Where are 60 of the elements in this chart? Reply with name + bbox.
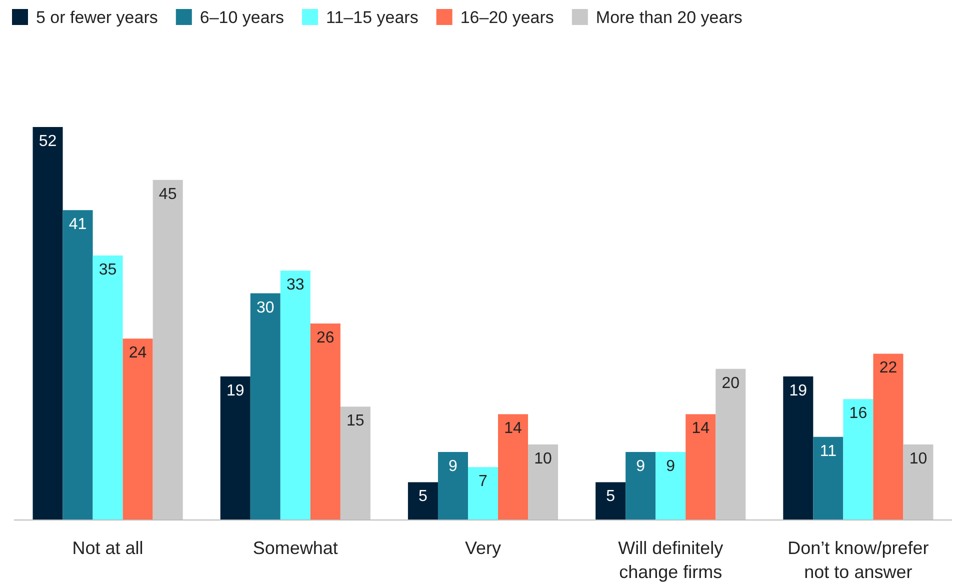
bar [626, 452, 656, 520]
data-label: 10 [909, 450, 928, 468]
x-tick-label: Don’t know/prefer not to answer [788, 538, 929, 582]
data-label: 24 [128, 344, 147, 362]
bar [498, 414, 528, 520]
bar [122, 338, 153, 520]
x-tick-label: Will definitely change firms [618, 538, 724, 582]
legend-label: 6–10 years [200, 8, 284, 27]
x-tick-label: Very [464, 538, 502, 558]
legend-label: 16–20 years [460, 8, 554, 27]
data-label: 19 [789, 382, 808, 400]
data-label: 14 [504, 420, 522, 438]
data-label: 10 [534, 450, 552, 468]
legend-label: 11–15 years [326, 8, 418, 27]
x-tick-label: Not at all [72, 538, 144, 558]
bar [438, 452, 468, 520]
legend-label: More than 20 years [596, 8, 742, 27]
data-label: 35 [98, 261, 117, 278]
bar [686, 414, 716, 520]
bar [32, 127, 63, 520]
bar [813, 436, 844, 520]
bar [528, 444, 558, 520]
data-label: 9 [448, 458, 458, 475]
data-label: 52 [38, 133, 57, 150]
bar [843, 399, 874, 520]
data-label: 33 [286, 276, 304, 294]
bar [280, 270, 310, 520]
bar [62, 210, 93, 520]
data-label: 15 [346, 412, 364, 430]
bar [408, 482, 438, 520]
data-label: 9 [666, 458, 676, 475]
bar [656, 452, 686, 520]
bar [468, 467, 498, 520]
legend-label: 5 or fewer years [36, 8, 158, 27]
data-label: 7 [478, 473, 488, 490]
bar [152, 180, 183, 520]
data-label: 20 [722, 374, 740, 392]
data-label: 45 [158, 186, 177, 203]
data-label: 41 [68, 216, 87, 234]
data-label: 5 [418, 488, 428, 506]
bar [250, 293, 280, 520]
data-label: 5 [606, 488, 616, 506]
data-label: 14 [692, 420, 710, 438]
bar [596, 482, 626, 520]
data-label: 19 [226, 382, 244, 400]
data-label: 11 [820, 442, 837, 460]
bar [220, 376, 250, 520]
bar [716, 368, 746, 520]
bar [92, 255, 123, 520]
bar [310, 324, 340, 520]
data-label: 9 [636, 458, 646, 475]
x-tick-label: Somewhat [252, 538, 338, 558]
data-label: 30 [256, 299, 274, 316]
data-label: 26 [316, 330, 334, 346]
bar [340, 406, 370, 520]
data-label: 16 [849, 405, 868, 422]
bar [873, 354, 904, 520]
data-label: 22 [879, 360, 898, 377]
bar [783, 376, 814, 520]
bar [903, 444, 934, 520]
